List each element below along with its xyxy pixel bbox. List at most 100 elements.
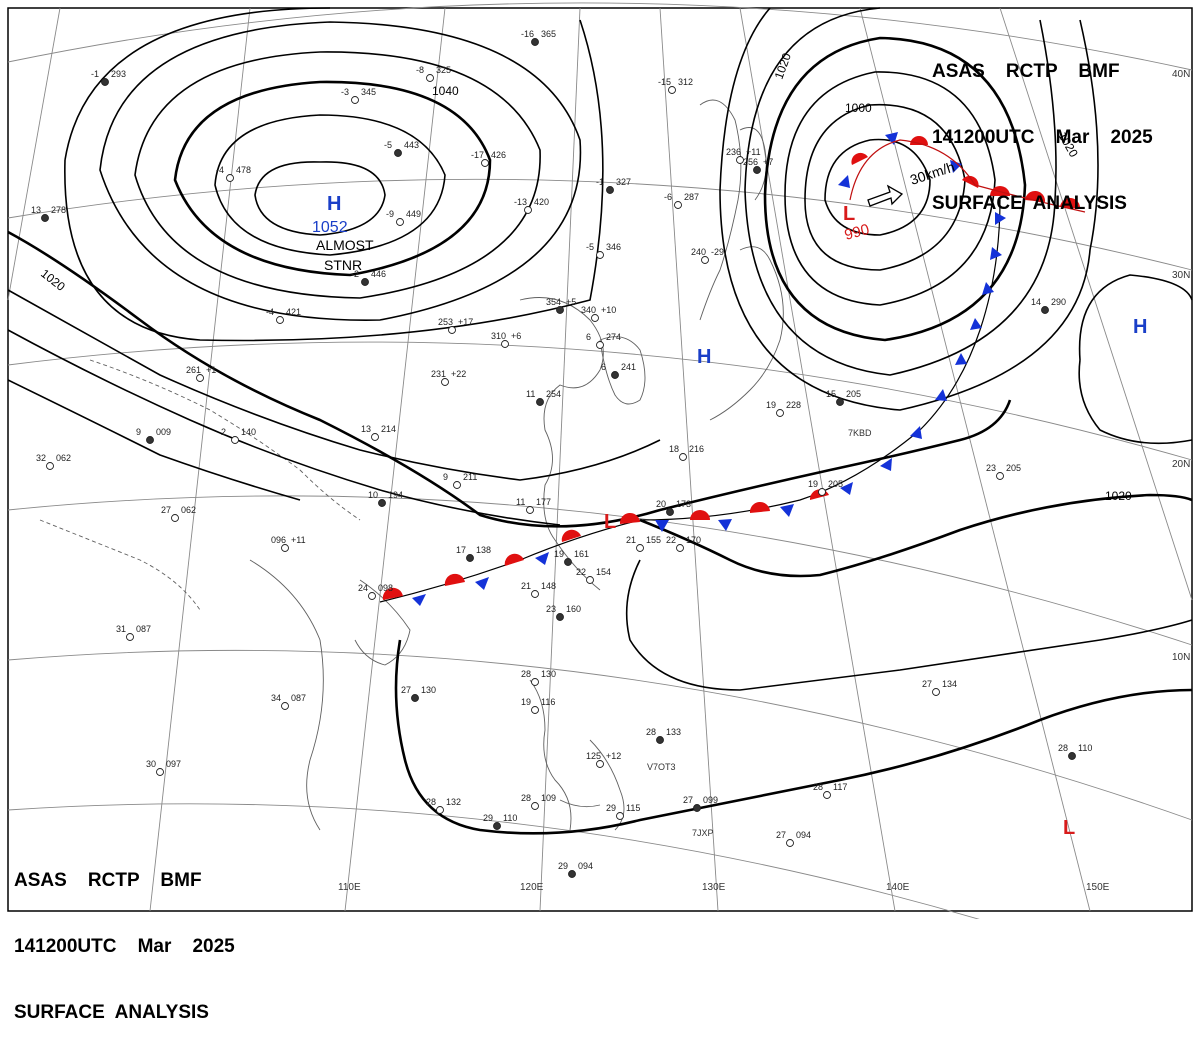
station-plot: 261 +1 [186,365,216,382]
station-circle [146,436,154,444]
station-circle [656,736,664,744]
station-circle [231,436,239,444]
station-pressure: 087 [291,693,306,703]
station-circle [636,544,644,552]
station-plot: 23 160 [546,604,581,621]
station-pressure: 290 [1051,297,1066,307]
station-plot: 236 +11 [726,147,761,164]
header-line-3: SURFACE ANALYSIS [14,1002,209,1023]
station-pressure: 241 [621,362,636,372]
station-circle [932,688,940,696]
station-temp: 6 [586,332,591,342]
station-pressure: 109 [541,793,556,803]
station-pressure: 365 [541,29,556,39]
station-pressure: 446 [371,269,386,279]
station-circle [531,38,539,46]
station-plot: 22 154 [576,567,611,584]
station-pressure: +7 [763,157,773,167]
station-plot: 27 062 [161,505,196,522]
station-pressure: 205 [846,389,861,399]
station-plot: -15 312 [658,77,693,94]
station-plot: 28 133 [646,727,681,744]
station-pressure: 160 [566,604,581,614]
station-plot: -4 478 [216,165,251,182]
station-plot: 30 097 [146,759,181,776]
station-circle [666,508,674,516]
station-circle [568,870,576,878]
station-pressure: 278 [51,205,66,215]
isobar-label-1040: 1040 [432,84,459,98]
station-circle [674,201,682,209]
station-pressure: 478 [236,165,251,175]
station-temp: -1 [91,69,99,79]
station-temp: 27 [776,830,786,840]
low-scs-letter: L [604,511,616,533]
station-circle [701,256,709,264]
station-pressure: 426 [491,150,506,160]
station-pressure: +5 [566,297,576,307]
cold-front-symbols [412,132,1006,606]
station-plot: 31 087 [116,624,151,641]
station-pressure: +10 [601,305,616,315]
station-pressure: 009 [156,427,171,437]
isobar-label-1020-south: 1020 [1105,489,1132,503]
station-temp: 28 [1058,743,1068,753]
station-temp: 30 [146,759,156,769]
isobars [7,7,1193,835]
high-nw-note1: ALMOST [316,237,374,253]
station-temp: 240 [691,247,706,257]
station-plot: 28 109 [521,793,556,810]
station-temp: 14 [1031,297,1041,307]
station-plot: 22 170 [666,535,701,552]
station-plot: 28 117 [813,782,847,799]
station-circle [596,341,604,349]
station-temp: 10 [368,490,378,500]
station-plot: -13 420 [514,197,549,214]
station-temp: 27 [401,685,411,695]
station-plot: -2 446 [351,269,386,286]
station-circle [394,149,402,157]
station-plot: 354 +5 [546,297,576,314]
station-temp: 6 [601,362,606,372]
station-circle [586,576,594,584]
station-temp: 27 [683,795,693,805]
station-plot: 20 173 [656,499,691,516]
station-temp: 19 [766,400,776,410]
high-center-letter: H [697,346,711,368]
station-circle [501,340,509,348]
station-temp: 15 [826,389,836,399]
station-temp: -15 [658,77,671,87]
station-plot: -1 293 [91,69,126,86]
station-temp: 2 [221,427,226,437]
station-plot: 27 130 [401,685,436,702]
station-plot: 14 290 [1031,297,1066,314]
station-pressure: 228 [786,400,801,410]
station-pressure: 211 [463,472,477,482]
station-plot: -8 325 [416,65,451,82]
station-temp: 22 [666,535,676,545]
station-plot: 34 087 [271,693,306,710]
station-plot: -4 421 [266,307,301,324]
station-circle [531,678,539,686]
lat-label-40n: 40N [1172,69,1190,80]
station-plot: 240 -29 [691,247,724,264]
station-temp: -4 [266,307,274,317]
station-plot: 24 098 [358,583,393,600]
station-plot: 28 130 [521,669,556,686]
lat-label-10n: 10N [1172,652,1190,663]
station-pressure: 062 [56,453,71,463]
station-circle [276,316,284,324]
lon-label-120e: 120E [520,882,544,893]
station-circle [996,472,1004,480]
station-temp: 9 [443,472,448,482]
station-temp: 11 [526,389,535,399]
station-pressure: 173 [676,499,691,509]
station-circle [46,462,54,470]
station-circle [361,278,369,286]
station-pressure: +22 [451,369,466,379]
lon-label-130e: 130E [702,882,726,893]
station-circle [836,398,844,406]
station-temp: 13 [361,424,371,434]
station-circle [101,78,109,86]
station-plot: 27 099 [683,795,718,812]
